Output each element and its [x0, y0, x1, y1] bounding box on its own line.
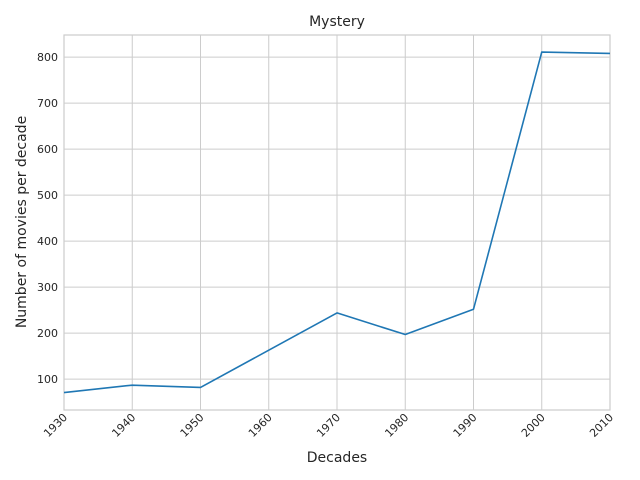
y-tick-label: 100: [37, 373, 58, 386]
x-tick-label: 1930: [41, 411, 70, 440]
y-tick-label: 600: [37, 143, 58, 156]
chart-title: Mystery: [309, 14, 365, 30]
x-axis-title: Decades: [307, 450, 367, 466]
x-tick-label: 1960: [246, 411, 275, 440]
y-tick-label: 300: [37, 281, 58, 294]
y-tick-label: 400: [37, 235, 58, 248]
y-tick-label: 700: [37, 97, 58, 110]
x-tick-label: 2000: [519, 411, 548, 440]
x-tick-labels: 1930 1940 1950 1960 1970 1980 1990 2000 2010: [41, 411, 616, 440]
plot-frame: [63, 34, 611, 411]
y-tick-labels: 100 200 300 400 500 600 700 800: [37, 51, 58, 386]
x-gridlines: [63, 35, 611, 410]
x-tick-label: 1970: [314, 411, 343, 440]
y-tick-label: 800: [37, 51, 58, 64]
y-axis-title: Number of movies per decade: [14, 116, 30, 328]
series-layer: [63, 51, 611, 394]
y-tick-label: 200: [37, 327, 58, 340]
series-line: [63, 51, 611, 394]
x-tick-label: 2010: [587, 411, 616, 440]
x-tick-label: 1980: [382, 411, 411, 440]
y-tick-label: 500: [37, 189, 58, 202]
x-tick-label: 1950: [178, 411, 207, 440]
x-tick-label: 1990: [451, 411, 480, 440]
x-tick-label: 1940: [109, 411, 138, 440]
